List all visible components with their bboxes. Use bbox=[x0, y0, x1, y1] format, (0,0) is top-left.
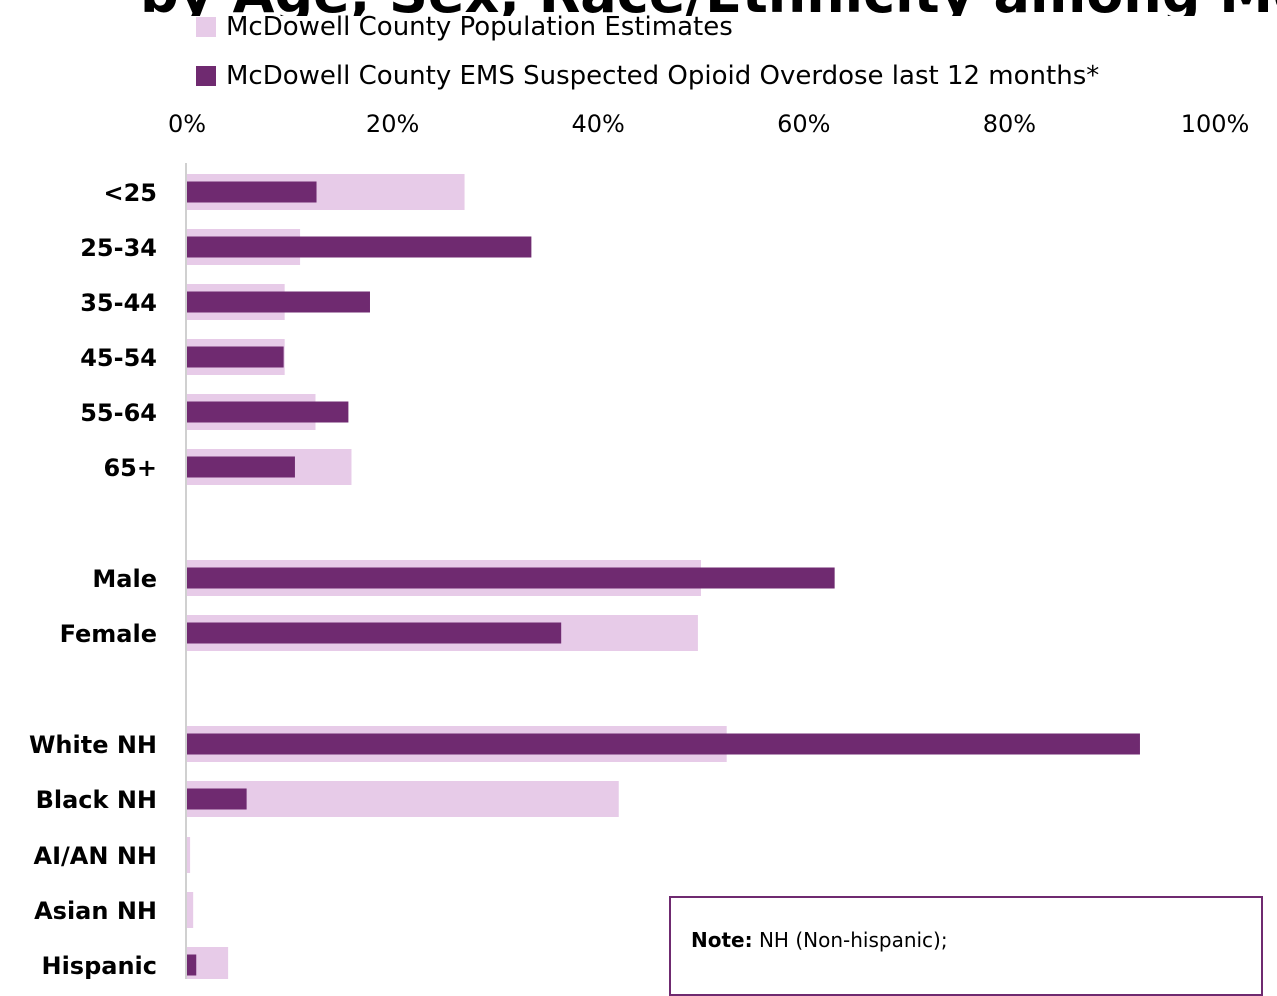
bar-population bbox=[187, 892, 194, 928]
category-label: 25-34 bbox=[80, 234, 157, 262]
legend-swatch-ems bbox=[196, 66, 216, 86]
category-label: Hispanic bbox=[41, 952, 157, 979]
legend-item-population: McDowell County Population Estimates bbox=[196, 10, 733, 44]
x-tick-label: 0% bbox=[168, 110, 206, 138]
chart-title: by Age, Sex, Race/Ethnicity among McDowe… bbox=[140, 0, 1277, 16]
note-body: NH (Non-hispanic); bbox=[752, 928, 948, 952]
chart-title-clip: by Age, Sex, Race/Ethnicity among McDowe… bbox=[0, 0, 1277, 16]
x-tick-label: 100% bbox=[1181, 110, 1250, 138]
legend-swatch-population bbox=[196, 17, 216, 37]
bar-ems bbox=[187, 236, 532, 258]
category-label: <25 bbox=[103, 179, 157, 207]
category-label: 65+ bbox=[103, 454, 157, 482]
category-label: 35-44 bbox=[80, 289, 157, 317]
category-label: AI/AN NH bbox=[34, 842, 157, 870]
x-tick-label: 20% bbox=[366, 110, 419, 138]
bar-ems bbox=[187, 181, 317, 203]
legend-item-ems: McDowell County EMS Suspected Opioid Ove… bbox=[196, 59, 1099, 93]
category-label: Black NH bbox=[36, 786, 157, 814]
bar-ems bbox=[187, 567, 835, 589]
bar-ems bbox=[187, 291, 370, 313]
category-label: White NH bbox=[29, 731, 157, 759]
legend-label-ems: McDowell County EMS Suspected Opioid Ove… bbox=[226, 61, 1100, 91]
x-tick-label: 60% bbox=[777, 110, 830, 138]
bar-ems bbox=[187, 788, 247, 810]
bar-ems bbox=[187, 401, 349, 423]
bar-population bbox=[187, 837, 191, 873]
bar-population bbox=[187, 781, 619, 817]
x-tick-label: 80% bbox=[983, 110, 1036, 138]
category-label: 55-64 bbox=[80, 399, 157, 427]
note-text: Note: NH (Non-hispanic); bbox=[691, 928, 948, 952]
category-label: Asian NH bbox=[34, 897, 157, 925]
bar-ems bbox=[187, 733, 1140, 755]
bar-ems bbox=[187, 954, 197, 976]
bar-ems bbox=[187, 456, 295, 478]
bar-ems bbox=[187, 622, 562, 644]
category-label: 45-54 bbox=[80, 344, 157, 372]
note-label: Note: bbox=[691, 928, 753, 952]
legend-label-population: McDowell County Population Estimates bbox=[226, 12, 733, 42]
bar-ems bbox=[187, 346, 284, 368]
category-label: Male bbox=[92, 565, 157, 593]
note-box: Note: NH (Non-hispanic); bbox=[669, 896, 1263, 996]
category-label: Female bbox=[60, 620, 157, 648]
x-tick-label: 40% bbox=[572, 110, 625, 138]
